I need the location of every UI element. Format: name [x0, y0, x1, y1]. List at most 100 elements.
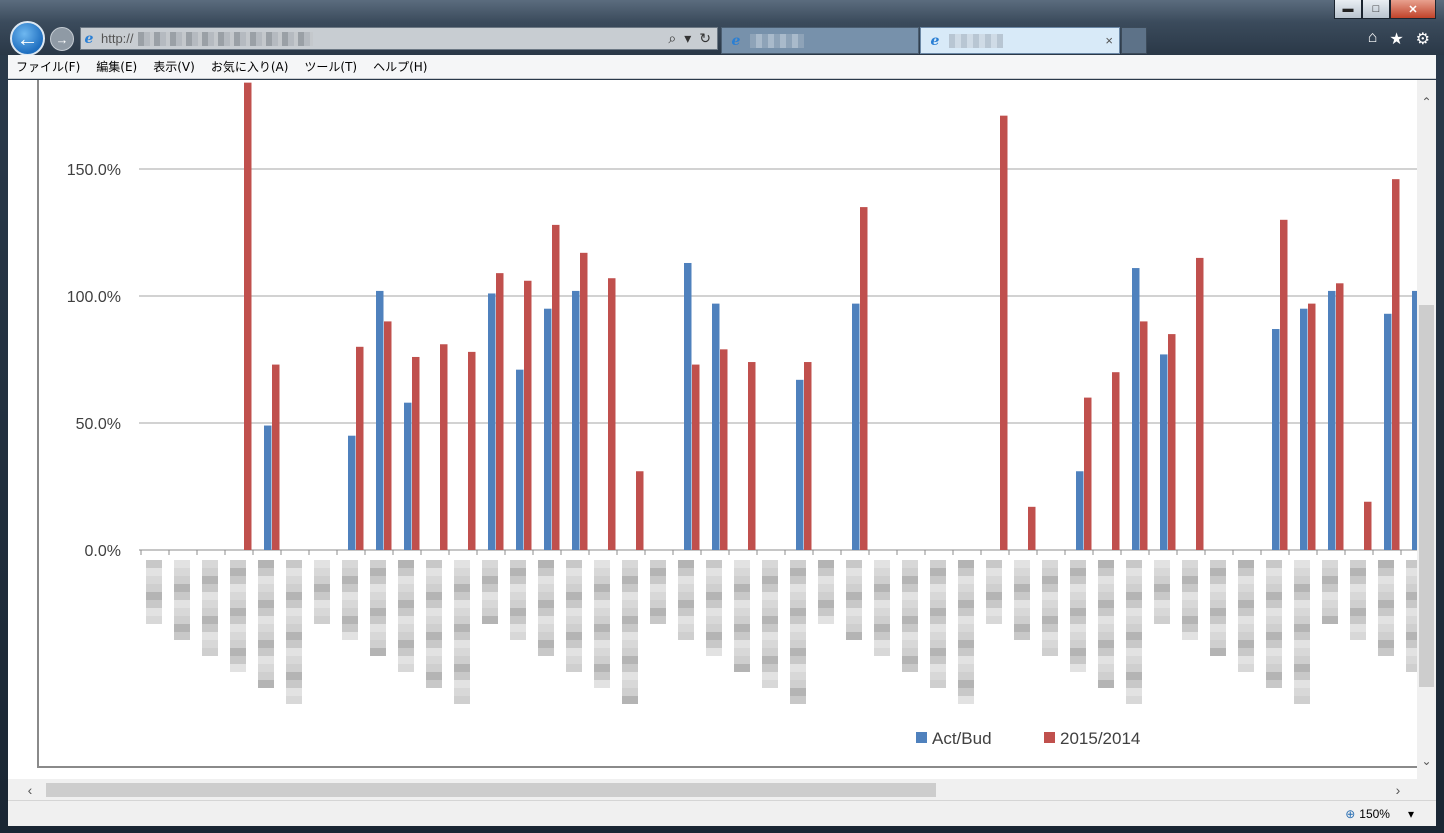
category-label-redacted [1042, 560, 1058, 656]
category-label-redacted [1238, 560, 1254, 672]
bar-2015-2014 [748, 362, 756, 550]
dropdown-icon[interactable]: ▾ [684, 30, 692, 46]
toolbar-icons: ⌂ ★ ⚙ [1368, 29, 1430, 49]
legend-swatch [916, 732, 927, 743]
category-label-redacted [1182, 560, 1198, 640]
address-actions: ⌕ ▾ ↻ [668, 30, 711, 47]
bar-2015-2014 [804, 362, 812, 550]
bar-act-bud [1076, 471, 1084, 550]
category-label-redacted [818, 560, 834, 624]
bar-2015-2014 [440, 344, 448, 550]
y-tick-label: 100.0% [67, 289, 121, 306]
scroll-right-icon[interactable]: › [1395, 781, 1401, 798]
category-label-redacted [1154, 560, 1170, 624]
back-button[interactable]: ← [10, 21, 45, 56]
chart-frame [37, 80, 1436, 768]
menu-edit[interactable]: 編集(E) [96, 60, 138, 74]
category-label-redacted [1406, 560, 1422, 672]
bar-act-bud [1272, 329, 1280, 550]
minimize-button[interactable]: ▬ [1334, 0, 1362, 19]
vertical-scrollbar[interactable]: ⌃ ⌄ [1417, 80, 1436, 779]
close-button[interactable]: ✕ [1390, 0, 1436, 19]
scroll-down-icon[interactable]: ⌄ [1421, 754, 1432, 768]
forward-button[interactable]: → [50, 27, 74, 51]
bar-act-bud [796, 379, 804, 550]
window-controls: ▬ □ ✕ [1334, 0, 1436, 20]
category-label-redacted [1350, 560, 1366, 640]
category-label-redacted [1070, 560, 1086, 672]
scroll-left-icon[interactable]: ‹ [27, 781, 33, 798]
menu-bar: ファイル(F) 編集(E) 表示(V) お気に入り(A) ツール(T) ヘルプ(… [8, 55, 1436, 79]
gear-icon[interactable]: ⚙ [1415, 31, 1430, 48]
bar-2015-2014 [384, 321, 392, 550]
bar-act-bud [852, 303, 860, 550]
bar-2015-2014 [608, 278, 616, 550]
address-text: http:// [101, 31, 134, 46]
menu-file[interactable]: ファイル(F) [16, 60, 81, 74]
zoom-icon: ⊕ [1345, 807, 1356, 821]
category-label-redacted [594, 560, 610, 688]
tab-close-icon[interactable]: × [1105, 33, 1113, 48]
vertical-scroll-thumb[interactable] [1419, 305, 1434, 687]
category-label-redacted [902, 560, 918, 672]
horizontal-scroll-thumb[interactable] [46, 783, 936, 797]
y-tick-label: 150.0% [67, 162, 121, 179]
category-label-redacted [930, 560, 946, 688]
bar-2015-2014 [1112, 372, 1120, 550]
ie-page-icon: e [84, 30, 94, 47]
category-labels-redacted [146, 560, 1422, 704]
tab-1[interactable]: e [721, 27, 919, 54]
address-redacted [137, 31, 313, 46]
category-label-redacted [146, 560, 162, 624]
bar-act-bud [1384, 313, 1392, 550]
tab-title-redacted [949, 33, 1003, 48]
tab-2-active[interactable]: e × [920, 27, 1120, 54]
zoom-dropdown-icon[interactable]: ▾ [1407, 807, 1414, 821]
bar-act-bud [1412, 290, 1420, 550]
search-icon[interactable]: ⌕ [668, 30, 677, 46]
zoom-control[interactable]: ⊕ 150% ▾ [1345, 807, 1414, 821]
legend-swatch [1044, 732, 1055, 743]
new-tab-button[interactable] [1121, 27, 1147, 54]
bar-2015-2014 [356, 346, 364, 550]
bar-2015-2014 [1280, 219, 1288, 551]
ie-tab-icon: e [930, 32, 940, 49]
category-label-redacted [314, 560, 330, 624]
bar-act-bud [1328, 290, 1336, 550]
refresh-icon[interactable]: ↻ [699, 30, 711, 46]
bar-act-bud [1160, 354, 1168, 550]
category-label-redacted [874, 560, 890, 656]
bar-2015-2014 [692, 364, 700, 550]
category-label-redacted [426, 560, 442, 688]
horizontal-scrollbar[interactable]: ‹ › [8, 779, 1436, 800]
category-label-redacted [510, 560, 526, 640]
menu-view[interactable]: 表示(V) [153, 60, 195, 74]
category-label-redacted [1014, 560, 1030, 640]
ie-tab-icon: e [731, 32, 741, 49]
bar-2015-2014 [1364, 501, 1372, 550]
bar-2015-2014 [1140, 321, 1148, 550]
menu-tools[interactable]: ツール(T) [304, 60, 358, 74]
menu-favorites[interactable]: お気に入り(A) [210, 60, 289, 74]
menu-help[interactable]: ヘルプ(H) [373, 60, 428, 74]
bar-act-bud [712, 303, 720, 550]
maximize-button[interactable]: □ [1362, 0, 1390, 19]
legend-label: 2015/2014 [1060, 729, 1140, 748]
zoom-level: 150% [1359, 807, 1390, 821]
category-label-redacted [398, 560, 414, 672]
category-label-redacted [762, 560, 778, 688]
bar-2015-2014 [412, 356, 420, 550]
category-label-redacted [230, 560, 246, 672]
category-label-redacted [202, 560, 218, 656]
category-label-redacted [958, 560, 974, 704]
address-bar[interactable]: e http:// ⌕ ▾ ↻ [80, 27, 718, 50]
category-label-redacted [454, 560, 470, 704]
y-tick-label: 50.0% [76, 416, 121, 433]
star-icon[interactable]: ★ [1389, 31, 1404, 48]
bar-act-bud [1300, 308, 1308, 550]
home-icon[interactable]: ⌂ [1367, 29, 1378, 46]
bar-act-bud [544, 308, 552, 550]
scroll-up-icon[interactable]: ⌃ [1421, 95, 1432, 109]
bar-2015-2014 [636, 471, 644, 550]
